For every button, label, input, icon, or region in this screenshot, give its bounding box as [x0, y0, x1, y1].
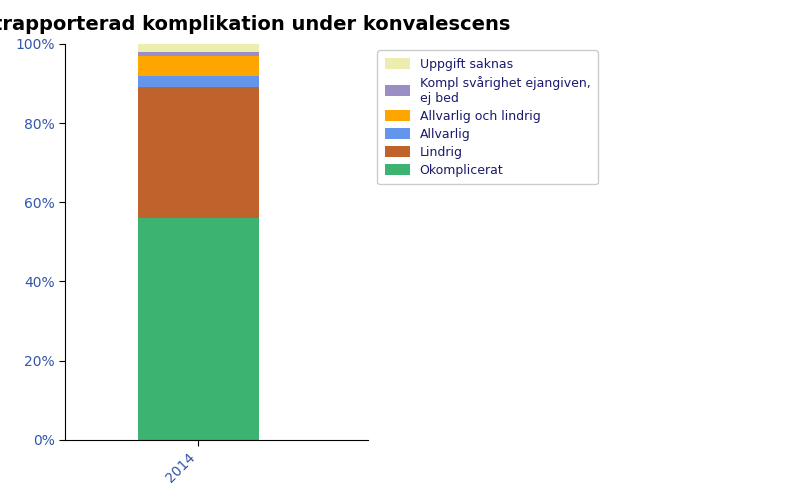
- Bar: [138, 52, 258, 56]
- Legend: Uppgift saknas, Kompl svårighet ejangiven,
ej bed, Allvarlig och lindrig, Allvar: Uppgift saknas, Kompl svårighet ejangive…: [377, 50, 598, 184]
- Bar: [138, 88, 258, 218]
- Bar: [138, 56, 258, 76]
- Bar: [138, 44, 258, 52]
- Bar: [138, 218, 258, 440]
- Bar: [138, 76, 258, 88]
- Title: Patientrapporterad komplikation under konvalescens: Patientrapporterad komplikation under ko…: [0, 15, 510, 34]
